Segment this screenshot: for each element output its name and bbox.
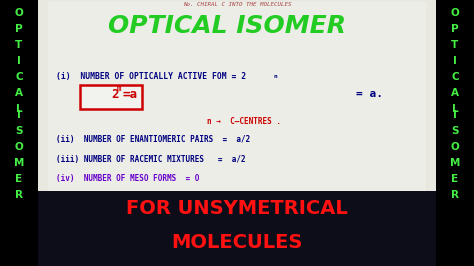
Text: S: S xyxy=(15,126,23,136)
Text: C: C xyxy=(451,72,459,82)
Text: (iv)  NUMBER OF MESO FORMS  = O: (iv) NUMBER OF MESO FORMS = O xyxy=(56,174,200,183)
Polygon shape xyxy=(436,0,474,266)
Text: 2: 2 xyxy=(111,88,118,101)
Text: n →  C–CENTRES .: n → C–CENTRES . xyxy=(207,117,281,126)
Text: T: T xyxy=(451,40,459,50)
FancyBboxPatch shape xyxy=(80,85,142,109)
Text: R: R xyxy=(15,190,23,200)
Polygon shape xyxy=(48,2,426,261)
Text: L: L xyxy=(16,104,22,114)
Text: I: I xyxy=(17,56,21,66)
Text: (iii) NUMBER OF RACEMIC MIXTURES   =  a/2: (iii) NUMBER OF RACEMIC MIXTURES = a/2 xyxy=(56,155,246,164)
Text: E: E xyxy=(16,174,23,184)
Text: I: I xyxy=(453,56,457,66)
Text: (ii)  NUMBER OF ENANTIOMERIC PAIRS  =  a/2: (ii) NUMBER OF ENANTIOMERIC PAIRS = a/2 xyxy=(56,135,250,144)
Text: M: M xyxy=(450,158,460,168)
Text: E: E xyxy=(451,174,458,184)
Text: T: T xyxy=(15,40,23,50)
Text: P: P xyxy=(15,24,23,34)
Text: O: O xyxy=(451,142,459,152)
Text: m: m xyxy=(117,84,122,93)
Text: = a.: = a. xyxy=(356,89,383,99)
Text: C: C xyxy=(15,72,23,82)
Text: MOLECULES: MOLECULES xyxy=(171,233,303,252)
Text: M: M xyxy=(14,158,24,168)
Text: P: P xyxy=(451,24,459,34)
Text: A: A xyxy=(15,88,23,98)
Text: n: n xyxy=(274,74,278,79)
Text: O: O xyxy=(451,8,459,18)
Polygon shape xyxy=(0,0,38,266)
Text: FOR UNSYMETRICAL: FOR UNSYMETRICAL xyxy=(126,199,348,218)
Polygon shape xyxy=(38,191,436,266)
Text: O: O xyxy=(15,142,23,152)
Text: A: A xyxy=(451,88,459,98)
Text: I: I xyxy=(453,110,457,120)
Text: L: L xyxy=(452,104,458,114)
Text: (i)  NUMBER OF OPTICALLY ACTIVE FOM = 2: (i) NUMBER OF OPTICALLY ACTIVE FOM = 2 xyxy=(56,72,246,81)
Text: O: O xyxy=(15,8,23,18)
Text: No. CHIRAL C INTO THE MOLECULES: No. CHIRAL C INTO THE MOLECULES xyxy=(183,2,291,7)
Text: I: I xyxy=(17,110,21,120)
Polygon shape xyxy=(38,0,436,266)
Text: OPTICAL ISOMER: OPTICAL ISOMER xyxy=(108,14,346,38)
Text: R: R xyxy=(451,190,459,200)
Text: S: S xyxy=(451,126,459,136)
Text: =a: =a xyxy=(123,88,138,101)
